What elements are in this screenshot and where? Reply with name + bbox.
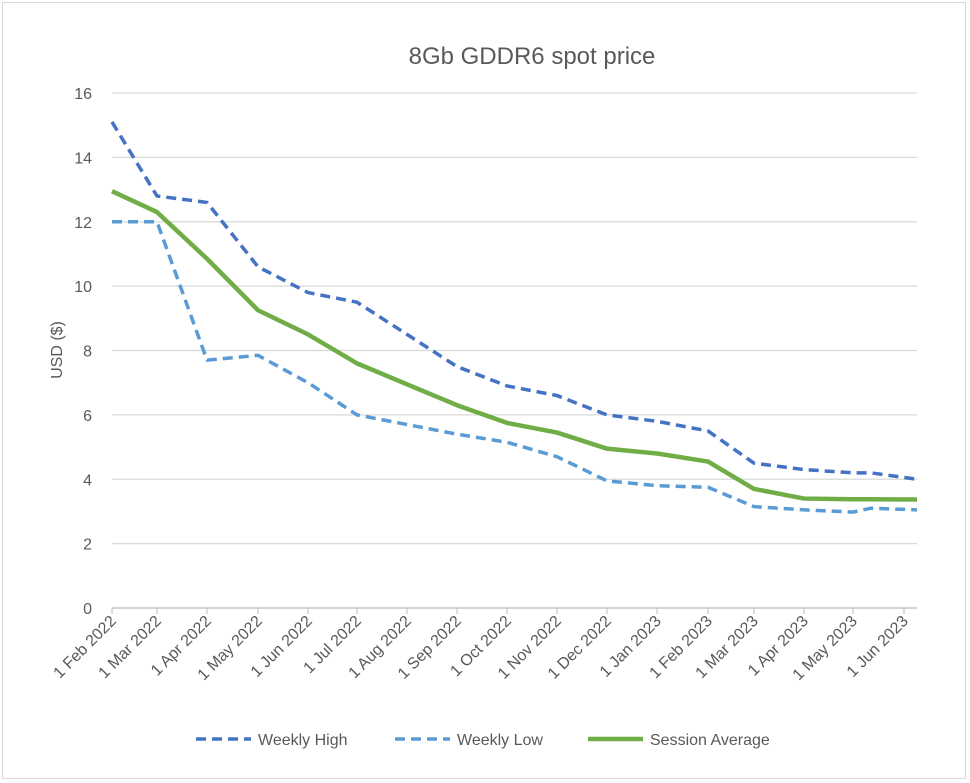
y-tick-label: 0 xyxy=(83,601,92,618)
series-line-weekly-low xyxy=(112,220,918,514)
series-line-session-average xyxy=(111,189,918,502)
legend-label: Weekly High xyxy=(258,732,348,749)
y-tick-label: 10 xyxy=(74,279,92,296)
series-line-weekly-high xyxy=(110,121,918,481)
y-tick-label: 6 xyxy=(83,408,92,425)
y-tick-label: 16 xyxy=(74,86,92,103)
y-tick-label: 4 xyxy=(83,472,92,489)
legend-label: Weekly Low xyxy=(457,732,543,749)
legend-label: Session Average xyxy=(650,732,770,749)
y-tick-label: 12 xyxy=(74,215,92,232)
y-tick-label: 2 xyxy=(83,537,92,554)
y-tick-label: 14 xyxy=(74,150,92,167)
chart-title: 8Gb GDDR6 spot price xyxy=(409,43,656,70)
y-axis-label: USD ($) xyxy=(49,321,66,379)
y-tick-label: 8 xyxy=(83,344,92,361)
